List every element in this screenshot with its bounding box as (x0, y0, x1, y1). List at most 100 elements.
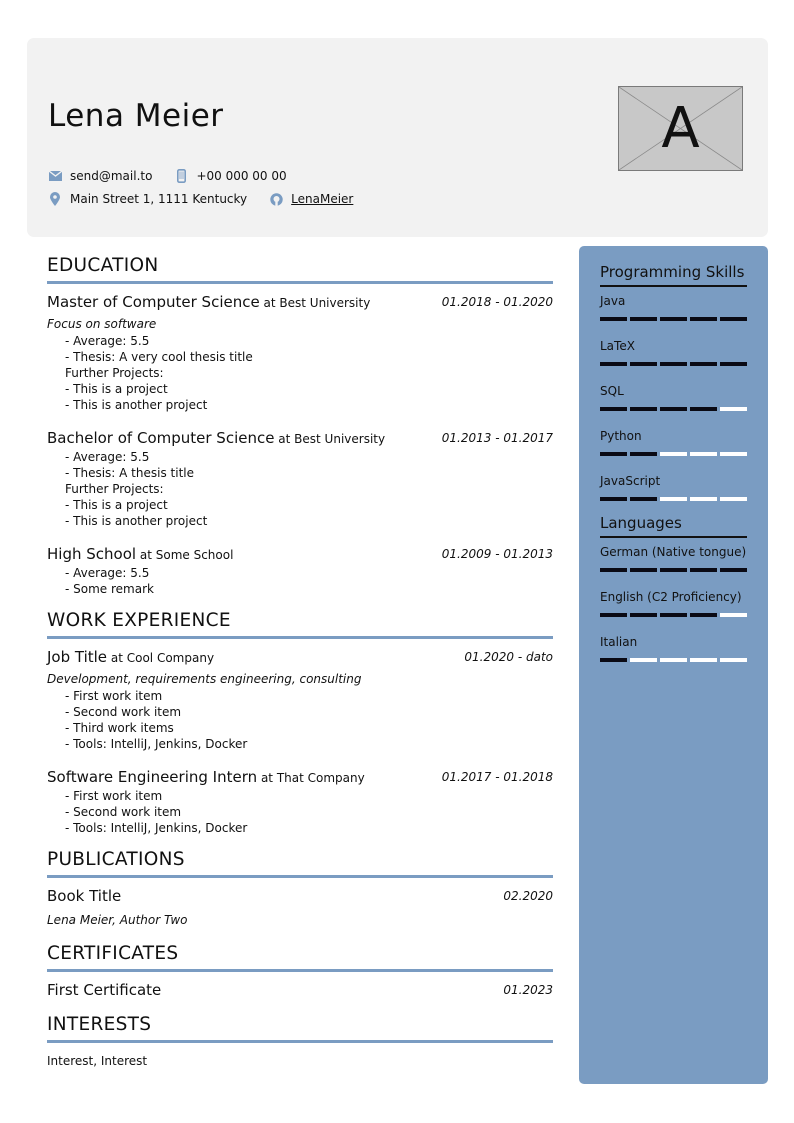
skill-segment-filled (600, 613, 627, 617)
sidebar: Programming Skills Java LaTeX SQL Python Java… (579, 246, 768, 1084)
entry-date: 01.2017 - 01.2018 (441, 770, 553, 784)
entry-bullet: - Average: 5.5 (65, 450, 150, 464)
skill-label: SQL (600, 384, 624, 398)
sidebar-heading: Programming Skills (600, 261, 747, 287)
skill-label: Python (600, 429, 642, 443)
entry-title: First Certificate (47, 981, 162, 999)
skill-segment-empty (690, 658, 717, 662)
header: Lena Meier send@mail.to +00 000 00 00 Ma… (27, 38, 768, 237)
skill-segment-empty (690, 452, 717, 456)
map-marker-icon (48, 192, 62, 206)
sidebar-heading: Languages (600, 512, 747, 538)
skill-segment-filled (630, 407, 657, 411)
skill-segment-filled (660, 407, 687, 411)
entry-bullet: - Average: 5.5 (65, 566, 150, 580)
skill-segment-empty (660, 452, 687, 456)
entry: Job Title at Cool Company 01.2020 - dato D… (47, 647, 553, 752)
section-text: Interest, Interest (47, 1054, 148, 1068)
section-heading: EDUCATION (47, 253, 553, 284)
entry: Master of Computer Science at Best Unive… (47, 292, 553, 413)
entry-date: 02.2020 (503, 889, 553, 903)
skill-segment-filled (660, 568, 687, 572)
skill-item: JavaScript (600, 467, 747, 512)
entry-date: 01.2023 (503, 983, 553, 997)
entry: Bachelor of Computer Science at Best Uni… (47, 428, 553, 529)
skill-segment-empty (720, 452, 747, 456)
entry-header: Software Engineering Intern at That Comp… (47, 767, 553, 788)
address: Main Street 1, 1111 Kentucky (70, 192, 248, 206)
phone: +00 000 00 00 (196, 169, 287, 183)
entry-title-group: Job Title at Cool Company (47, 647, 214, 668)
entry-bullet: - First work item (65, 689, 163, 703)
skill-level-bar (600, 613, 747, 617)
skill-level-bar (600, 568, 747, 572)
entry-title: High School (47, 545, 137, 563)
entry-bullet: - Tools: IntelliJ, Jenkins, Docker (65, 821, 248, 835)
entry-title-group: Master of Computer Science at Best Unive… (47, 292, 370, 313)
section-heading: CERTIFICATES (47, 941, 553, 972)
contact-row-2: Main Street 1, 1111 Kentucky LenaMeier (48, 191, 353, 207)
mobile-phone-icon (174, 169, 188, 183)
entry-title: Bachelor of Computer Science (47, 429, 275, 447)
skill-segment-empty (660, 658, 687, 662)
entry-bullet: - First work item (65, 789, 163, 803)
skill-item: German (Native tongue) (600, 538, 747, 583)
entry-bullet: - This is a project (65, 382, 168, 396)
section-heading: INTERESTS (47, 1012, 553, 1043)
skill-level-bar (600, 658, 747, 662)
entry-focus: Focus on software (47, 317, 157, 331)
entry-title-group: High School at Some School (47, 544, 233, 565)
github-link[interactable]: LenaMeier (291, 192, 354, 206)
entry-subheading: Further Projects: (65, 366, 164, 380)
skill-segment-filled (630, 497, 657, 501)
entry-header: Master of Computer Science at Best Unive… (47, 292, 553, 313)
entry-header: High School at Some School 01.2009 - 01.2… (47, 544, 553, 565)
skill-segment-empty (720, 613, 747, 617)
entry-title-group: Software Engineering Intern at That Comp… (47, 767, 365, 788)
entry-subheading: Further Projects: (65, 482, 164, 496)
entry-bullet: - Thesis: A very cool thesis title (65, 350, 253, 364)
skill-item: Java (600, 287, 747, 332)
skill-segment-filled (660, 613, 687, 617)
skill-segment-filled (720, 568, 747, 572)
skill-label: English (C2 Proficiency) (600, 590, 742, 604)
main-column: EDUCATION Master of Computer Science at B… (47, 253, 553, 1069)
skill-segment-filled (600, 317, 627, 321)
skill-segment-empty (690, 497, 717, 501)
entry-bullet: - Thesis: A thesis title (65, 466, 194, 480)
section-heading: PUBLICATIONS (47, 847, 553, 878)
entry-title: Book Title (47, 887, 122, 905)
entry-bullet: - Average: 5.5 (65, 334, 150, 348)
entry-title: Software Engineering Intern (47, 768, 258, 786)
skill-label: LaTeX (600, 339, 635, 353)
skill-segment-filled (600, 452, 627, 456)
skill-level-bar (600, 407, 747, 411)
skill-item: English (C2 Proficiency) (600, 583, 747, 628)
entry-header: Book Title 02.2020 (47, 886, 553, 907)
entry-bullet: - Second work item (65, 705, 182, 719)
skill-segment-filled (690, 317, 717, 321)
email[interactable]: send@mail.to (70, 169, 153, 183)
entry-institution: at Cool Company (110, 651, 215, 665)
skill-item: SQL (600, 377, 747, 422)
skill-segment-filled (600, 362, 627, 366)
entry-bullet: - Second work item (65, 805, 182, 819)
entry-bullet: - This is a project (65, 498, 168, 512)
entry-header: Job Title at Cool Company 01.2020 - dato (47, 647, 553, 668)
skill-item: Python (600, 422, 747, 467)
skill-level-bar (600, 497, 747, 501)
skill-segment-filled (600, 658, 627, 662)
entry-title-group: First Certificate (47, 980, 161, 1001)
skill-segment-filled (690, 362, 717, 366)
entry-date: 01.2013 - 01.2017 (441, 431, 553, 445)
entry-title: Master of Computer Science (47, 293, 260, 311)
envelope-icon (48, 169, 62, 183)
skill-segment-filled (600, 568, 627, 572)
skill-segment-filled (720, 317, 747, 321)
skill-segment-filled (630, 613, 657, 617)
entry-date: 01.2009 - 01.2013 (441, 547, 553, 561)
person-name: Lena Meier (48, 98, 224, 134)
entry-bullet: - This is another project (65, 514, 208, 528)
skill-segment-filled (630, 452, 657, 456)
